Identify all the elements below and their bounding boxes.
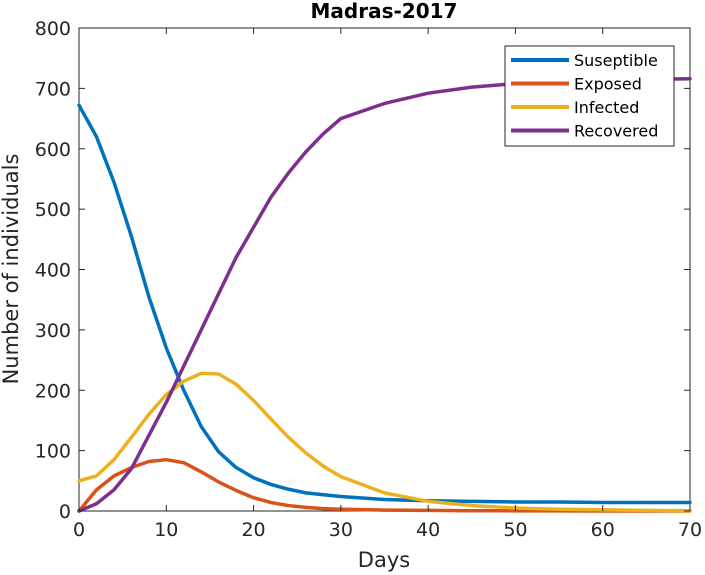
x-axis-label: Days	[358, 548, 410, 572]
y-tick-label: 0	[59, 501, 71, 523]
legend-label: Recovered	[574, 122, 658, 141]
legend-label: Exposed	[574, 75, 642, 94]
y-tick-label: 100	[35, 441, 71, 463]
y-tick-label: 600	[35, 139, 71, 161]
y-tick-label: 700	[35, 78, 71, 100]
x-tick-label: 60	[591, 519, 615, 541]
series-line-3	[77, 371, 692, 513]
x-tick-label: 30	[329, 519, 353, 541]
y-axis-label: Number of individuals	[0, 154, 23, 385]
chart-title: Madras-2017	[311, 0, 458, 23]
x-tick-label: 70	[678, 519, 702, 541]
x-tick-label: 20	[241, 519, 265, 541]
legend-label: Suseptible	[574, 51, 658, 70]
x-tick-label: 0	[73, 519, 85, 541]
legend-label: Infected	[574, 98, 639, 117]
y-tick-label: 400	[35, 260, 71, 282]
y-tick-label: 500	[35, 199, 71, 221]
x-tick-label: 40	[416, 519, 440, 541]
x-tick-label: 50	[503, 519, 527, 541]
y-tick-label: 200	[35, 380, 71, 402]
y-tick-label: 800	[35, 18, 71, 40]
y-tick-label: 300	[35, 320, 71, 342]
series-line-1	[77, 103, 692, 505]
x-tick-label: 10	[154, 519, 178, 541]
series-line-2	[77, 457, 692, 513]
legend: Suseptible Exposed Infected Recovered	[504, 45, 675, 147]
